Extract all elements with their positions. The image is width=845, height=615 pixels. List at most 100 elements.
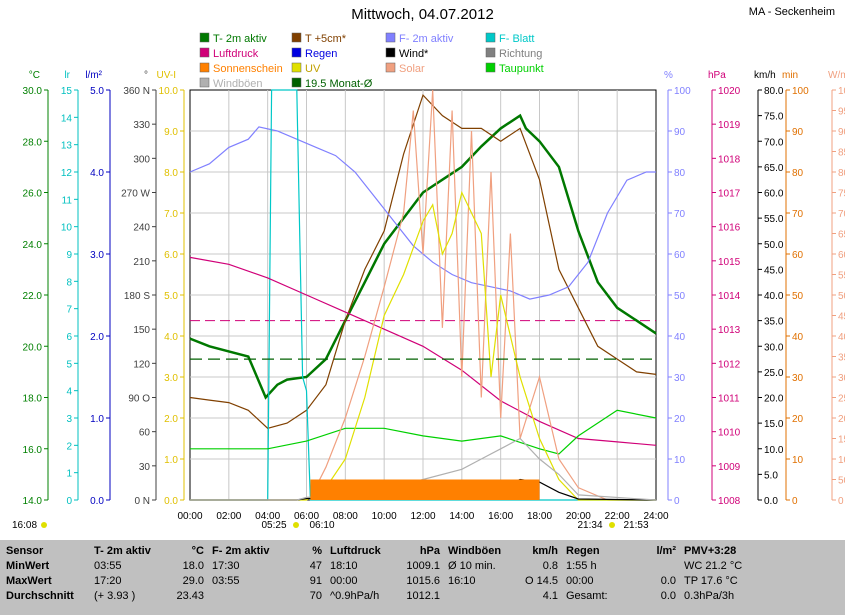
x-tick-label: 06:00 <box>294 511 319 522</box>
footer-cell: 91 <box>309 575 322 587</box>
axis-tick-label: 950 <box>838 107 845 118</box>
axis-tick-label: 1017 <box>718 189 741 200</box>
axis-tick-label: 2 <box>66 441 72 452</box>
legend-swatch <box>291 62 302 73</box>
axis-tick-label: 50 <box>792 291 804 302</box>
axis-tick-label: 1 <box>66 469 72 480</box>
footer-column: F- 2m aktiv% 17:30 47 03:55 91 70 <box>212 544 322 604</box>
axis-tick-label: 70.0 <box>764 137 784 148</box>
axis-tick-label: 1010 <box>718 428 741 439</box>
axis-tick-label: 200 <box>838 414 845 425</box>
series-line-solar <box>190 89 656 501</box>
axis-tick-label: 40.0 <box>764 291 784 302</box>
footer-cell: 0.0 <box>660 575 676 587</box>
axis-tick-label: 50 <box>838 476 845 487</box>
footer-row: Durchschnitt <box>6 589 96 604</box>
footer-cell: F- 2m aktiv <box>212 545 270 557</box>
footer-row: 70 <box>212 589 322 604</box>
footer-cell: 0.3hPa/3h <box>684 590 735 602</box>
axis-tick-label: 1012 <box>718 359 741 370</box>
axis-tick-label: 1000 <box>838 86 845 97</box>
x-tick-label: 16:00 <box>488 511 513 522</box>
footer-cell: 4.1 <box>542 590 558 602</box>
axis-tick-label: 70 <box>792 209 804 220</box>
axis-tick-label: 60 <box>674 250 686 261</box>
x-tick-label: 14:00 <box>449 511 474 522</box>
footer-row: 00:00 1015.6 <box>330 574 440 589</box>
axis-tick-label: 70 <box>674 209 686 220</box>
footer-cell: Gesamt: <box>566 590 608 602</box>
axis-unit-label: l/m² <box>85 70 102 81</box>
axis-tick-label: 180 S <box>124 291 150 302</box>
x-tick-label: 12:00 <box>410 511 435 522</box>
axis-tick-label: 5.0 <box>764 470 778 481</box>
legend-swatch <box>291 32 302 43</box>
footer-cell: Durchschnitt <box>6 590 74 602</box>
series-line-t-2m-aktiv <box>189 113 657 400</box>
footer-cell: Windböen <box>448 545 502 557</box>
legend-label: Regen <box>305 48 337 60</box>
axis-tick-label: 20 <box>792 414 804 425</box>
axis-tick-label: 22.0 <box>23 291 43 302</box>
axis-tick-label: 700 <box>838 209 845 220</box>
footer-row: ^0.9hPa/h 1012.1 <box>330 589 440 604</box>
axis-tick-label: 12 <box>61 168 73 179</box>
axis-tick-label: 13 <box>61 141 73 152</box>
footer-cell: MinWert <box>6 560 50 572</box>
axis-tick-label: 210 <box>133 257 150 268</box>
axis-tick-label: 5.0 <box>90 86 104 97</box>
weather-chart: 00:00 02:00 04:00 06:00 08:00 10:00 12:00 14:00… <box>12 32 845 531</box>
axis-tick-label: 1014 <box>718 291 741 302</box>
axis-tick-label: 0 <box>792 496 798 507</box>
x-tick-label: 10:00 <box>372 511 397 522</box>
axis-tick-label: 40 <box>674 332 686 343</box>
axis-tick-label: 3 <box>66 414 72 425</box>
sunrise-time: 05:25 <box>261 520 286 531</box>
axis-tick-label: 5 <box>66 359 72 370</box>
sunrise-time-2: 06:10 <box>309 520 334 531</box>
sunset-time-2: 21:53 <box>623 520 648 531</box>
axis-tick-label: 500 <box>838 291 845 302</box>
axis-tick-label: 3.0 <box>90 250 104 261</box>
axis-tick-label: 360 N <box>123 86 150 97</box>
footer-cell: 18:10 <box>330 560 358 572</box>
axis-tick-label: 0 <box>838 496 844 507</box>
legend-swatch <box>385 47 396 58</box>
legend-swatch <box>199 32 210 43</box>
axis-tick-label: 0 N <box>134 496 150 507</box>
footer-cell: Luftdruck <box>330 545 381 557</box>
axis-tick-label: 9 <box>66 250 72 261</box>
axis-tick-label: 20.0 <box>764 394 784 405</box>
axis-tick-label: 80.0 <box>764 86 784 97</box>
axis-tick-label: 300 <box>838 373 845 384</box>
footer-cell: 70 <box>309 590 322 602</box>
legend-swatch <box>291 47 302 58</box>
axis-tick-label: 0.0 <box>90 496 104 507</box>
axis-tick-label: 10 <box>792 455 804 466</box>
footer-row: Ø 10 min. 0.8 <box>448 559 558 574</box>
footer-row: WC 21.2 °C <box>684 559 794 574</box>
footer-column: Regen l/m² 1:55 h 00:00 0.0 Gesamt: 0.0 <box>566 544 676 604</box>
axis-tick-label: 1015 <box>718 257 741 268</box>
footer-cell: °C <box>191 545 204 557</box>
axis-tick-label: 450 <box>838 312 845 323</box>
axis-tick-label: 9.0 <box>164 127 178 138</box>
axis-tick-label: 120 <box>133 359 150 370</box>
footer-column: T- 2m aktiv °C 03:55 18.0 17:20 29.0 (+ 3.93 )… <box>94 544 204 604</box>
axis-tick-label: 7 <box>66 305 72 316</box>
axis-tick-label: 0 <box>674 496 680 507</box>
x-tick-label: 00:00 <box>177 511 202 522</box>
axis-tick-label: 300 <box>133 154 150 165</box>
summary-footer: Sensor MinWert MaxWert Durchschnitt T- 2m ak… <box>0 540 845 615</box>
axis-tick-label: 8 <box>66 277 72 288</box>
x-tick-label: 24:00 <box>643 511 668 522</box>
footer-cell: TP 17.6 °C <box>684 575 738 587</box>
footer-row: 0.3hPa/3h <box>684 589 794 604</box>
footer-cell: Ø 10 min. <box>448 560 496 572</box>
axis-tick-label: 28.0 <box>23 137 43 148</box>
legend-label: Solar <box>399 63 425 75</box>
legend-label: UV <box>305 63 321 75</box>
axis-tick-label: 0.0 <box>164 496 178 507</box>
footer-cell: T- 2m aktiv <box>94 545 151 557</box>
axis-tick-label: 45.0 <box>764 265 784 276</box>
